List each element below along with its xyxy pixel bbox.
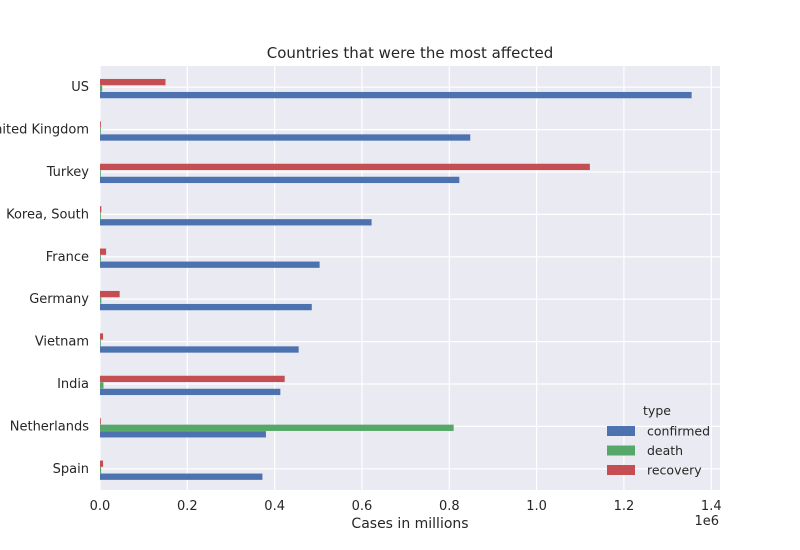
y-tick-label: US	[71, 80, 89, 95]
bar-confirmed-netherlands	[100, 431, 266, 438]
x-tick-label: 0.8	[439, 499, 460, 514]
y-tick-label: United Kingdom	[0, 123, 89, 138]
bar-death-vietnam	[100, 339, 101, 347]
bar-recovery-india	[100, 375, 285, 383]
bars	[100, 78, 692, 480]
legend-label-death: death	[647, 443, 683, 458]
y-tick-label: Vietnam	[35, 335, 89, 350]
bar-death-turkey	[100, 170, 101, 177]
bar-recovery-us	[100, 78, 166, 86]
bar-recovery-netherlands	[100, 418, 101, 425]
bar-recovery-turkey	[100, 163, 590, 171]
x-tick-labels: 0.0 0.2 0.4 0.6 0.8 1.0 1.2 1.4	[90, 499, 722, 514]
x-tick-label: 1.4	[701, 499, 722, 514]
x-axis-offset-label: 1e6	[694, 514, 719, 529]
y-tick-label: France	[46, 250, 89, 265]
bar-recovery-vietnam	[100, 333, 104, 340]
bar-confirmed-vietnam	[100, 346, 299, 353]
bar-confirmed-united-kingdom	[100, 134, 471, 141]
y-tick-label: Turkey	[46, 165, 90, 180]
y-tick-label: India	[57, 377, 89, 392]
bar-confirmed-india	[100, 388, 281, 396]
x-axis-label: Cases in millions	[351, 516, 468, 532]
bar-death-netherlands	[100, 424, 454, 431]
bar-confirmed-spain	[100, 473, 263, 480]
legend-swatch-confirmed	[607, 426, 635, 436]
x-tick-label: 1.2	[614, 499, 635, 514]
legend-title: type	[643, 403, 671, 418]
y-tick-label: Netherlands	[10, 419, 89, 434]
legend: type confirmed death recovery	[607, 403, 710, 478]
legend-swatch-death	[607, 445, 635, 456]
y-tick-labels: US United Kingdom Turkey Korea, South France…	[0, 80, 89, 477]
legend-swatch-recovery	[607, 465, 635, 475]
x-tick-label: 0.4	[264, 499, 285, 514]
y-tick-label: Korea, South	[6, 207, 89, 222]
x-tick-label: 0.6	[352, 499, 373, 514]
bar-death-united-kingdom	[100, 127, 101, 135]
bar-death-korea-south	[100, 212, 101, 219]
chart-title: Countries that were the most affected	[267, 44, 554, 62]
bar-death-france	[100, 255, 101, 262]
bar-recovery-spain	[100, 460, 104, 467]
bar-recovery-united-kingdom	[100, 121, 101, 128]
bar-confirmed-us	[100, 91, 692, 99]
bar-confirmed-france	[100, 261, 320, 268]
legend-label-recovery: recovery	[647, 463, 702, 478]
bar-confirmed-turkey	[100, 176, 460, 184]
bar-recovery-korea-south	[100, 206, 102, 213]
bar-death-india	[100, 382, 104, 389]
y-tick-label: Spain	[53, 462, 89, 477]
x-tick-label: 0.2	[177, 499, 198, 514]
bar-recovery-france	[100, 248, 107, 255]
bar-confirmed-korea-south	[100, 219, 372, 226]
x-tick-label: 0.0	[90, 499, 111, 514]
x-tick-label: 1.0	[526, 499, 547, 514]
bar-confirmed-germany	[100, 303, 312, 311]
legend-label-confirmed: confirmed	[647, 424, 710, 439]
bar-death-us	[100, 85, 103, 92]
bar-death-spain	[100, 467, 102, 474]
bar-recovery-germany	[100, 290, 120, 298]
y-tick-label: Germany	[29, 292, 89, 307]
bar-death-germany	[100, 297, 102, 304]
